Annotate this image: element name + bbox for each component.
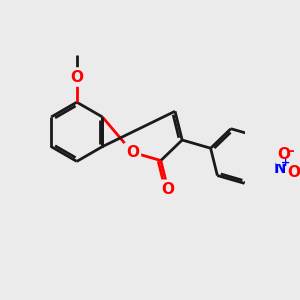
Text: -: - (288, 144, 293, 158)
Text: O: O (277, 147, 290, 162)
Text: O: O (126, 145, 139, 160)
Text: O: O (161, 182, 174, 197)
Text: O: O (70, 70, 83, 85)
Text: N: N (273, 161, 286, 176)
Text: +: + (280, 158, 290, 168)
Text: O: O (287, 165, 300, 180)
